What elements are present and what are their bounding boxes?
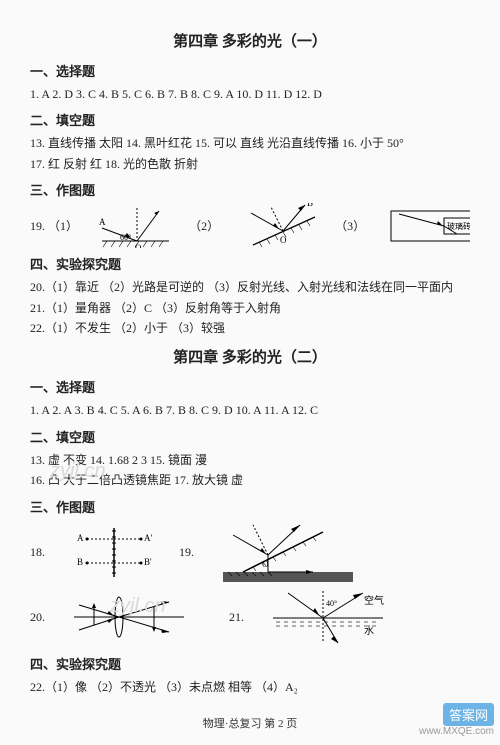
choice-answers-2: 1. A 2. A 3. B 4. C 5. A 6. B 7. B 8. C … bbox=[30, 400, 470, 420]
brand-badge: 答案网 bbox=[443, 703, 494, 726]
q20-label: 20. bbox=[30, 610, 45, 625]
sec-fill-head-2: 二、填空题 bbox=[30, 427, 470, 446]
fig-row-19: 19. （1） A O 60° （2） bbox=[30, 203, 470, 248]
fig20-icon bbox=[69, 590, 189, 645]
fig-row-18-19: 18. A B A' B' 19. bbox=[30, 520, 470, 585]
brand-url: www.MXQE.com bbox=[419, 726, 494, 737]
fill-line2-1: 17. 红 反射 红 18. 光的色散 折射 bbox=[30, 154, 470, 174]
exp-line2-1: 21.（1）量角器 （2）C （3）反射角等于入射角 bbox=[30, 298, 470, 318]
fill-line1-2: 13. 虚 不变 14. 1.68 2 3 15. 镜面 漫 bbox=[30, 450, 470, 470]
fig-row-20-21: 20. 21. bbox=[30, 588, 470, 648]
label-O-3: O bbox=[262, 559, 269, 569]
page: 第四章 多彩的光（一） 一、选择题 1. A 2. D 3. C 4. B 5.… bbox=[0, 0, 500, 745]
water-label: 水 bbox=[364, 625, 374, 637]
brand-corner: 答案网 www.MXQE.com bbox=[419, 703, 494, 737]
fill-line1-1: 13. 直线传播 太阳 14. 黑叶红花 15. 可以 直线 光沿直线传播 16… bbox=[30, 133, 470, 153]
chapter2-title: 第四章 多彩的光（二） bbox=[30, 346, 470, 367]
q18-label: 18. bbox=[30, 545, 45, 560]
exp-line-2: 22.（1）像 （2）不透光 （3）未点燃 相等 （4）A₂ bbox=[30, 677, 470, 697]
sec-exp-head-1: 四、实验探究题 bbox=[30, 254, 470, 273]
exp-line3-1: 22.（1）不发生 （2）小于 （3）较强 bbox=[30, 318, 470, 338]
fig19-3-icon: 玻璃砖 bbox=[389, 206, 470, 246]
label-B: B bbox=[307, 203, 313, 208]
fig18-icon: A B A' B' bbox=[69, 525, 159, 580]
label-O-2: O bbox=[280, 235, 287, 245]
angle40: 40° bbox=[326, 599, 337, 608]
mirror-B: B bbox=[77, 557, 83, 567]
fig19-icon: O bbox=[218, 520, 358, 585]
q21-label: 21. bbox=[229, 610, 244, 625]
mirror-A: A bbox=[77, 533, 84, 543]
fig19-1-icon: A O 60° bbox=[97, 203, 169, 248]
sec-choice-head-1: 一、选择题 bbox=[30, 61, 470, 80]
sec-draw-head-2: 三、作图题 bbox=[30, 497, 470, 516]
exp-line1-1: 20.（1）靠近 （2）光路是可逆的 （3）反射光线、入射光线和法线在同一平面内 bbox=[30, 277, 470, 297]
q19-sub2: （2） bbox=[189, 217, 219, 234]
fill-line2-2: 16. 凸 大于二倍凸透镜焦距 17. 放大镜 虚 bbox=[30, 470, 470, 490]
air-label: 空气 bbox=[364, 594, 384, 607]
chapter1-title: 第四章 多彩的光（一） bbox=[30, 30, 470, 51]
label-60: 60° bbox=[120, 233, 131, 242]
sec-fill-head-1: 二、填空题 bbox=[30, 110, 470, 129]
mirror-Ap: A' bbox=[144, 533, 152, 543]
q19-sub3: （3） bbox=[335, 217, 365, 234]
q19-label-2: 19. bbox=[179, 545, 194, 560]
sec-exp-head-2: 四、实验探究题 bbox=[30, 654, 470, 673]
fig21-icon: 40° 空气 水 bbox=[268, 588, 388, 648]
label-O: O bbox=[135, 243, 142, 248]
choice-answers-1: 1. A 2. D 3. C 4. B 5. C 6. B 7. B 8. C … bbox=[30, 84, 470, 104]
mirror-Bp: B' bbox=[144, 557, 152, 567]
sec-choice-head-2: 一、选择题 bbox=[30, 377, 470, 396]
label-A: A bbox=[99, 217, 106, 227]
sec-draw-head-1: 三、作图题 bbox=[30, 180, 470, 199]
fig19-2-icon: O B bbox=[243, 203, 315, 248]
q19-label: 19. （1） bbox=[30, 217, 73, 234]
